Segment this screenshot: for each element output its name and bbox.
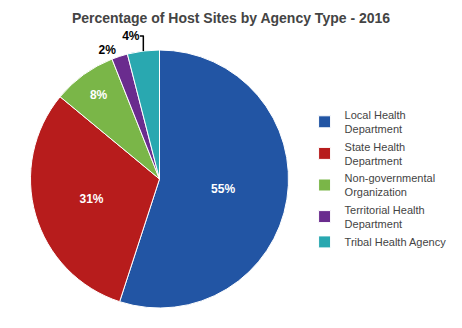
svg-text:Territorial HealthDepartment: Territorial HealthDepartment [345, 204, 425, 230]
svg-text:Local HealthDepartment: Local HealthDepartment [345, 109, 406, 135]
svg-text:4%: 4% [122, 29, 140, 43]
svg-text:2%: 2% [98, 43, 116, 57]
svg-text:State HealthDepartment: State HealthDepartment [345, 141, 406, 167]
svg-text:Non-governmentalOrganization: Non-governmentalOrganization [345, 172, 436, 198]
svg-text:31%: 31% [80, 192, 104, 206]
svg-text:Tribal Health Agency: Tribal Health Agency [345, 236, 447, 248]
svg-text:8%: 8% [90, 88, 108, 102]
svg-text:Percentage of Host Sites by Ag: Percentage of Host Sites by Agency Type … [72, 10, 390, 26]
svg-text:55%: 55% [211, 182, 235, 196]
